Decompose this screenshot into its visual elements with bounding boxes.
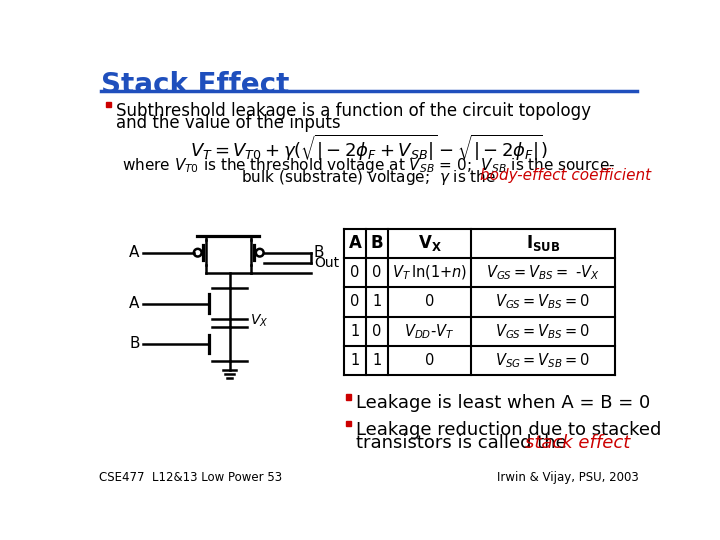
Text: stack effect: stack effect: [525, 434, 630, 451]
Text: 1: 1: [372, 353, 382, 368]
Text: $V_{GS}=V_{BS}=0$: $V_{GS}=V_{BS}=0$: [495, 293, 590, 311]
Bar: [106, 102, 111, 107]
Text: bulk (substrate) voltage;  $\gamma$ is the: bulk (substrate) voltage; $\gamma$ is th…: [241, 168, 497, 187]
Text: 0: 0: [372, 323, 382, 339]
Text: $\mathbf{V_X}$: $\mathbf{V_X}$: [418, 233, 441, 253]
Text: 1: 1: [351, 323, 360, 339]
Text: transistors is called the: transistors is called the: [356, 434, 572, 451]
Text: $V_{GS}=V_{BS}=0$: $V_{GS}=V_{BS}=0$: [495, 322, 590, 341]
Text: 0: 0: [372, 265, 382, 280]
Text: Leakage reduction due to stacked: Leakage reduction due to stacked: [356, 421, 661, 438]
Text: body-effect coefficient: body-effect coefficient: [480, 168, 651, 183]
Text: $V_{GS}=V_{BS}=\ \text{-}V_X$: $V_{GS}=V_{BS}=\ \text{-}V_X$: [486, 264, 600, 282]
Text: $V_{DD}\text{-}V_T$: $V_{DD}\text{-}V_T$: [404, 322, 454, 341]
Text: $V_X$: $V_X$: [250, 312, 268, 329]
Text: 1: 1: [372, 294, 382, 309]
Text: 0: 0: [425, 353, 434, 368]
Text: 0: 0: [351, 294, 360, 309]
Text: B: B: [370, 234, 383, 252]
Text: $\mathbf{I_{SUB}}$: $\mathbf{I_{SUB}}$: [526, 233, 560, 253]
Text: Subthreshold leakage is a function of the circuit topology: Subthreshold leakage is a function of th…: [117, 102, 591, 120]
Text: Stack Effect: Stack Effect: [101, 71, 289, 99]
Text: A: A: [129, 245, 140, 260]
Text: $V_{SG}=V_{SB}=0$: $V_{SG}=V_{SB}=0$: [495, 351, 590, 370]
Text: $V_T\,\mathrm{ln}(1{+}n)$: $V_T\,\mathrm{ln}(1{+}n)$: [392, 264, 467, 282]
Text: where $V_{T0}$ is the threshold voltage at $V_{SB}$ = 0;  $V_{SB}$ is the source: where $V_{T0}$ is the threshold voltage …: [122, 156, 616, 174]
Text: 0: 0: [425, 294, 434, 309]
Text: CSE477  L12&13 Low Power 53: CSE477 L12&13 Low Power 53: [99, 471, 282, 484]
Text: Leakage is least when A = B = 0: Leakage is least when A = B = 0: [356, 394, 650, 413]
Text: Out: Out: [314, 256, 339, 271]
Text: B: B: [129, 336, 140, 352]
Text: Irwin & Vijay, PSU, 2003: Irwin & Vijay, PSU, 2003: [497, 471, 639, 484]
Bar: [346, 394, 351, 400]
Text: $V_T = V_{T0} + \gamma(\sqrt{|-2\phi_F + V_{SB}|} - \sqrt{|-2\phi_F|})$: $V_T = V_{T0} + \gamma(\sqrt{|-2\phi_F +…: [190, 132, 548, 163]
Text: A: A: [129, 296, 140, 311]
Text: and the value of the inputs: and the value of the inputs: [117, 114, 341, 132]
Text: 0: 0: [351, 265, 360, 280]
Text: A: A: [348, 234, 361, 252]
Text: 1: 1: [351, 353, 360, 368]
Text: B: B: [314, 245, 325, 260]
Bar: [346, 421, 351, 426]
